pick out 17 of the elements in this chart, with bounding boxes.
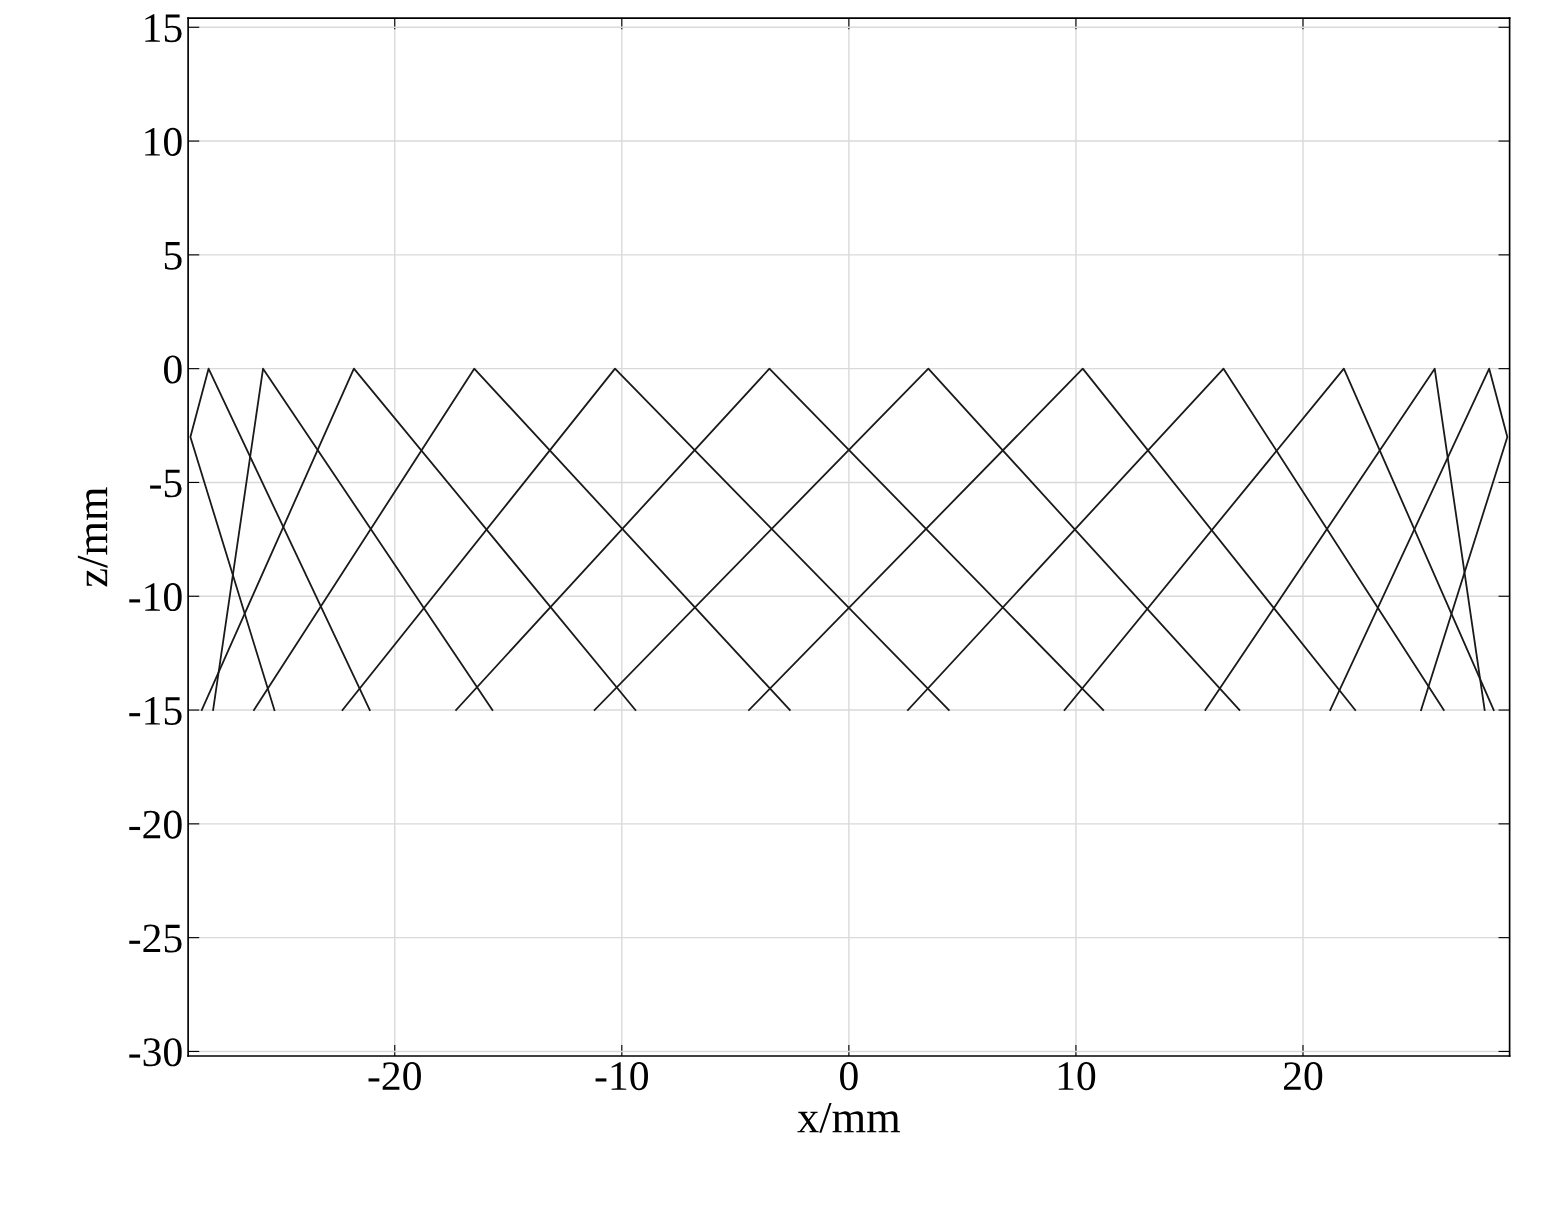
y-tick-label: -25 [129,924,182,953]
y-axis-title: z/mm [77,487,108,587]
x-tick-label: 20 [1283,1062,1323,1091]
y-tick-label: 0 [164,355,182,384]
y-tick-label: 5 [164,242,182,270]
y-tick-label: -10 [129,583,182,612]
y-tick-label: -15 [129,697,182,725]
x-tick-label: 0 [840,1062,858,1091]
y-tick-label: 15 [145,14,182,43]
x-tick-label: -20 [368,1062,421,1091]
y-tick-label: -5 [150,469,182,498]
x-tick-label: -10 [595,1062,648,1091]
x-axis-title: x/mm [797,1102,901,1133]
y-tick-label: -20 [129,810,182,839]
y-tick-label: 10 [145,127,182,156]
y-tick-label: -30 [129,1038,182,1067]
x-tick-label: 10 [1058,1062,1096,1091]
